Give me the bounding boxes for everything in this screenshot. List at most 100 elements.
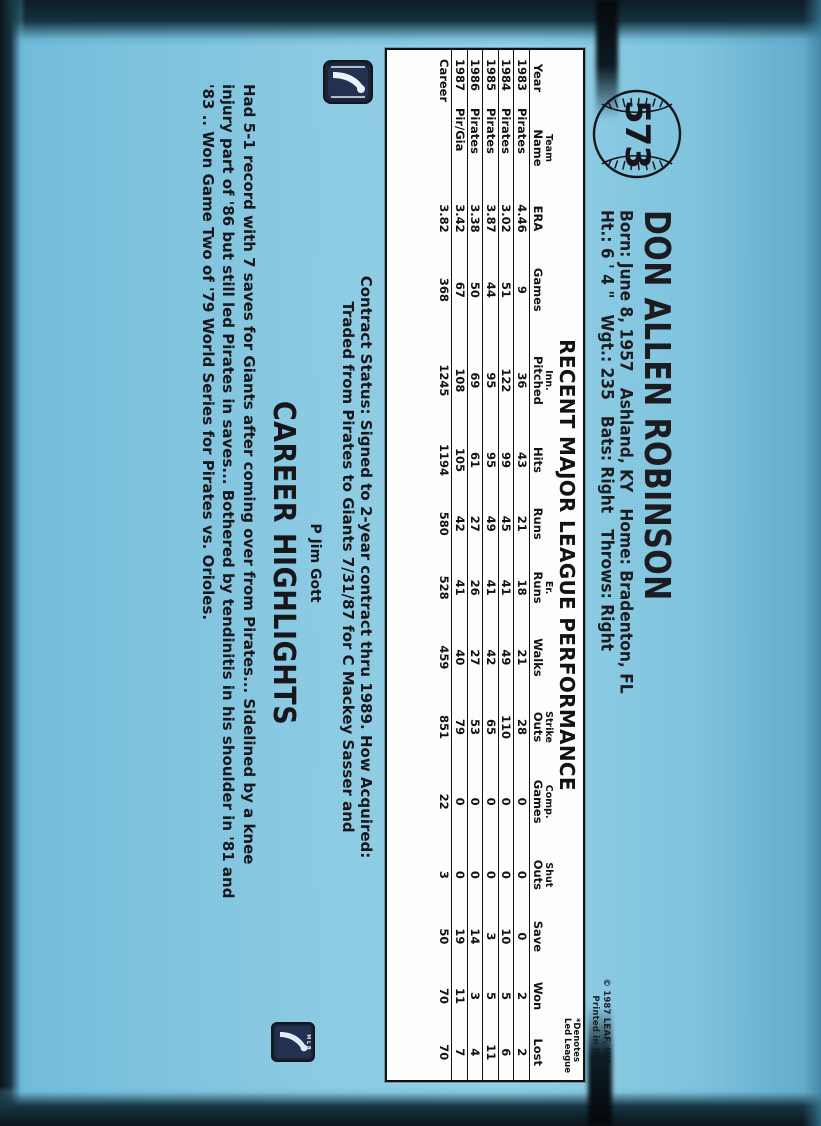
cell-er: 41: [497, 555, 514, 620]
cell-ip: 1245: [436, 332, 452, 429]
cell-walks: 459: [436, 619, 452, 696]
cell-team: Pirates: [513, 106, 529, 190]
career-highlights-body: Had 5-1 record with 7 saves for Giants a…: [196, 84, 258, 1042]
col-year: Year: [528, 50, 555, 106]
cell-won: 70: [436, 967, 452, 1025]
stats-title: RECENT MAJOR LEAGUE PERFORMANCE: [554, 339, 579, 791]
stats-header-row: Year Team Name ERA Games Inn. Pitched Hits: [528, 50, 555, 1080]
cell-ip: 95: [482, 332, 498, 429]
bio-line-physical: Ht.: 6 ' 4 " Wgt.: 235 Bats: Right Throws: …: [597, 210, 617, 651]
cell-lost: 6: [497, 1024, 514, 1080]
cell-cg: 0: [482, 758, 498, 845]
cell-walks: 21: [513, 619, 529, 696]
copyright-line-1: © 1987 LEAF, INC.: [600, 978, 611, 1068]
cell-cg: 0: [513, 758, 529, 845]
bio-line-born: Born: June 8, 1957 Ashland, KY Home: Brade…: [616, 210, 636, 694]
scan-edge-left: [0, 0, 26, 1126]
cell-hits: 61: [466, 428, 483, 492]
card-number-badge: 573: [591, 88, 683, 180]
born-label: Born: June 8, 1957: [615, 210, 636, 372]
cell-hits: 1194: [436, 428, 452, 492]
cell-sho: 0: [466, 844, 483, 906]
cell-so: 65: [482, 695, 498, 759]
weight-label: Wgt.: 235: [596, 314, 617, 400]
cell-save: 50: [436, 905, 452, 968]
cell-games: 67: [451, 246, 467, 333]
table-row: 1986 Pirates 3.38 50 69 61 27 26 27 53 0…: [466, 50, 483, 1080]
cell-so: 53: [466, 695, 483, 759]
cell-save: 0: [513, 905, 529, 968]
cell-walks: 42: [482, 619, 498, 696]
cell-games: 9: [513, 246, 529, 333]
home-label: Home: Bradenton, FL: [615, 508, 636, 694]
contract-line-2: Traded from Pirates to Giants 7/31/87 fo…: [338, 301, 357, 833]
cell-so: 28: [513, 695, 529, 759]
cell-runs: 21: [513, 491, 529, 556]
copyright-line-2: Printed in USA: [589, 995, 600, 1068]
col-walks: Walks: [528, 619, 555, 696]
scan-edge-bottom: [0, 1086, 821, 1126]
cell-er: 18: [513, 555, 529, 620]
table-row: 1984 Pirates 3.02 51 122 99 45 41 49 110…: [497, 50, 514, 1080]
cell-sho: 0: [482, 844, 498, 906]
cell-lost: 2: [513, 1024, 529, 1080]
cell-won: 5: [497, 967, 514, 1025]
cell-era: 3.87: [482, 190, 498, 247]
cell-won: 11: [451, 967, 467, 1025]
cell-er: 41: [451, 555, 467, 620]
cell-cg: 0: [451, 758, 467, 845]
col-saves: Save: [528, 905, 555, 968]
cell-so: 851: [436, 695, 452, 759]
highlight-line-1: Had 5-1 record with 7 saves for Giants a…: [239, 84, 258, 865]
cell-runs: 27: [466, 491, 483, 556]
cell-year: Career: [436, 50, 452, 106]
cell-ip: 69: [466, 332, 483, 429]
cell-cg: 0: [466, 758, 483, 845]
mlb-logo-icon: M L B: [270, 1022, 315, 1062]
cell-year: 1985: [482, 50, 498, 106]
cell-ip: 122: [497, 332, 514, 429]
cell-save: 19: [451, 905, 467, 968]
cell-games: 368: [436, 246, 452, 333]
cell-lost: 7: [451, 1024, 467, 1080]
cell-so: 79: [451, 695, 467, 759]
col-hits: Hits: [528, 428, 555, 492]
card-number: 573: [616, 100, 657, 168]
scan-edge-top: [0, 0, 821, 46]
highlight-line-2: injury part of '86 but still led Pirates…: [218, 84, 237, 899]
cell-won: 5: [482, 967, 498, 1025]
highlight-line-3: '83 .. Won Game Two of '79 World Series …: [198, 84, 217, 621]
cell-won: 3: [466, 967, 483, 1025]
denotes-note: *Denotes Led League: [561, 1017, 581, 1073]
cell-hits: 99: [497, 428, 514, 492]
denotes-line-2: Led League: [561, 1017, 572, 1073]
table-row: 1983 Pirates 4.46 9 36 43 21 18 21 28 0 …: [513, 50, 529, 1080]
cell-year: 1983: [513, 50, 529, 106]
col-lost: Lost: [528, 1024, 555, 1080]
cell-ip: 36: [513, 332, 529, 429]
stats-table: Year Team Name ERA Games Inn. Pitched Hits: [436, 50, 555, 1080]
cell-runs: 45: [497, 491, 514, 556]
cell-year: 1986: [466, 50, 483, 106]
col-strikeouts: Strike Outs: [528, 695, 555, 759]
cell-team: Pirates: [466, 106, 483, 190]
mlb-logo-icon: [322, 60, 373, 104]
baseball-card-back: 573 DON ALLEN ROBINSON Born: June 8, 195…: [131, 42, 691, 1084]
cell-sho: 0: [513, 844, 529, 906]
throws-label: Throws: Right: [596, 529, 617, 652]
cell-year: 1987: [451, 50, 467, 106]
cell-sho: 0: [451, 844, 467, 906]
cell-walks: 49: [497, 619, 514, 696]
cell-era: 3.82: [436, 190, 452, 247]
cell-hits: 105: [451, 428, 467, 492]
cell-runs: 42: [451, 491, 467, 556]
bats-label: Bats: Right: [596, 415, 617, 514]
cell-era: 4.46: [513, 190, 529, 247]
cell-team: Pirates: [497, 106, 514, 190]
cell-games: 51: [497, 246, 514, 333]
cell-sho: 0: [497, 844, 514, 906]
contract-line-1: Contract Status: Signed to 2-year contra…: [356, 275, 375, 859]
cell-games: 44: [482, 246, 498, 333]
stats-table-container: RECENT MAJOR LEAGUE PERFORMANCE *Denotes…: [384, 48, 585, 1082]
